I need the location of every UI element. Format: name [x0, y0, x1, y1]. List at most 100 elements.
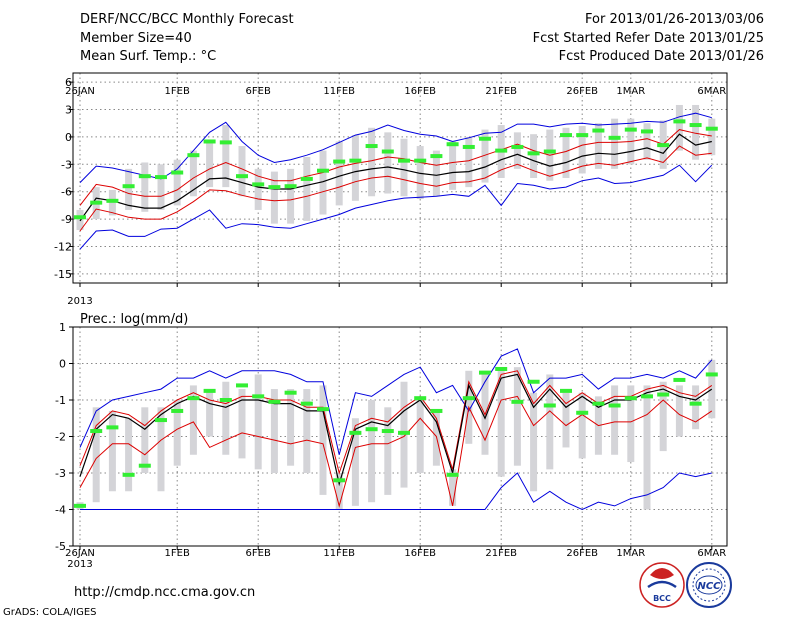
prec-obs-marker: [300, 401, 313, 406]
temp-xtick-label: 26JAN: [65, 86, 95, 97]
temp-obs-marker: [365, 144, 378, 149]
temp-line-upper: [79, 129, 712, 206]
temp-spread-bar: [238, 146, 246, 197]
temp-obs-marker: [268, 185, 281, 190]
temp-spread-bar: [206, 141, 214, 188]
temp-spread-bar: [222, 125, 230, 188]
prec-spread-bar: [368, 400, 376, 503]
temp-line-max: [79, 112, 712, 183]
temp-spread-bar: [611, 118, 619, 169]
precip-panel-title: Prec.: log(mm/d): [80, 312, 188, 327]
temp-ytick-label: -9: [61, 213, 72, 226]
temp-obs-marker: [74, 215, 86, 220]
prec-ytick-label: 1: [59, 321, 66, 334]
prec-spread-bar: [222, 381, 230, 455]
temp-ytick-label: -15: [54, 268, 72, 281]
temp-xtick-label: 11FEB: [323, 86, 355, 97]
chart-title: DERF/NCC/BCC Monthly Forecast: [80, 12, 294, 27]
prec-obs-marker: [365, 427, 378, 432]
temp-obs-marker: [236, 174, 248, 179]
temp-obs-marker: [90, 200, 103, 205]
temp-obs-marker: [511, 144, 524, 149]
prec-spread-bar: [562, 392, 570, 448]
prec-spread-bar: [238, 389, 246, 459]
temp-obs-marker: [560, 133, 572, 138]
prec-spread-bar: [481, 370, 489, 455]
prec-obs-marker: [138, 463, 151, 468]
prec-obs-marker: [479, 370, 491, 375]
prec-xtick-label: 11FEB: [323, 548, 355, 559]
temp-obs-marker: [641, 129, 653, 134]
prec-obs-marker: [705, 372, 718, 377]
prec-obs-marker: [592, 401, 605, 406]
prec-spread-bar: [92, 407, 100, 503]
prec-ytick-label: -3: [55, 467, 66, 480]
temp-obs-marker: [171, 170, 184, 175]
temp-ytick-label: -6: [61, 186, 72, 199]
prec-spread-bar: [546, 374, 554, 470]
prec-spread-bar: [497, 367, 505, 477]
prec-obs-marker: [203, 388, 216, 393]
prec-obs-marker: [560, 388, 572, 393]
prec-obs-marker: [381, 429, 394, 434]
prec-spread-bar: [108, 410, 116, 492]
prec-spread-bar: [708, 359, 716, 419]
prec-spread-bar: [303, 389, 311, 473]
prec-obs-marker: [430, 408, 443, 413]
temp-spread-bar: [416, 146, 424, 199]
prec-spread-bar: [384, 407, 392, 495]
prec-obs-marker: [673, 377, 686, 382]
temp-obs-marker: [252, 182, 265, 187]
prec-spread-bar: [270, 389, 278, 473]
temp-xtick-label: 1FEB: [165, 86, 190, 97]
temp-obs-marker: [689, 123, 702, 128]
prec-spread-bar: [173, 400, 181, 466]
temp-spread-bar: [173, 159, 181, 206]
temp-spread-bar: [449, 141, 457, 190]
temp-spread-bar: [530, 134, 538, 178]
temp-spread-bar: [708, 118, 716, 156]
prec-ytick-label: 0: [59, 358, 66, 371]
prec-xtick-label: 6MAR: [697, 548, 726, 559]
prec-xtick-label: 1MAR: [616, 548, 645, 559]
temp-xtick-label: 1MAR: [616, 86, 645, 97]
temp-xtick-label: 16FEB: [404, 86, 436, 97]
temp-obs-marker: [381, 149, 394, 154]
prec-spread-bar: [627, 385, 635, 463]
temp-obs-marker: [187, 153, 200, 158]
temperature-panel: 6 3 0 -3 -6 -9 -12 -15 26JAN 1FEB 6FEB 11FEB 16FEB 21…: [54, 72, 728, 307]
footer-url[interactable]: http://cmdp.ncc.cma.gov.cn: [74, 585, 255, 600]
temp-obs-marker: [657, 143, 670, 148]
prec-obs-marker: [122, 472, 135, 477]
prec-xtick-label: 21FEB: [485, 548, 517, 559]
temp-obs-marker: [705, 126, 718, 131]
prec-ytick-label: -4: [55, 504, 66, 517]
prec-obs-marker: [462, 396, 475, 401]
temp-obs-marker: [138, 174, 151, 179]
temp-spread-bar: [562, 127, 570, 178]
prec-spread-bar: [254, 374, 262, 470]
prec-obs-marker: [608, 403, 621, 408]
prec-xtick-label: 6FEB: [246, 548, 271, 559]
temp-ytick-label: 6: [65, 76, 72, 89]
prec-spread-bar: [206, 389, 214, 437]
temp-obs-marker: [430, 154, 443, 159]
temp-obs-marker: [122, 184, 135, 189]
prec-obs-marker: [74, 503, 86, 508]
prec-obs-marker: [236, 383, 248, 388]
temp-spread-bar: [189, 150, 197, 197]
prec-spread-bar: [157, 407, 165, 492]
prec-line-max: [79, 348, 713, 455]
prec-obs-marker: [252, 394, 265, 399]
prec-obs-marker: [446, 472, 459, 477]
prec-line-min: [80, 472, 712, 511]
temp-obs-marker: [414, 158, 427, 163]
prec-xtick-label: 1FEB: [165, 548, 190, 559]
temp-obs-marker: [462, 144, 475, 149]
temp-obs-marker: [203, 139, 216, 144]
temp-ytick-label: -3: [61, 158, 72, 171]
ncc-logo: NCC: [686, 562, 732, 608]
temp-obs-marker: [446, 142, 459, 147]
prec-obs-marker: [398, 430, 410, 435]
